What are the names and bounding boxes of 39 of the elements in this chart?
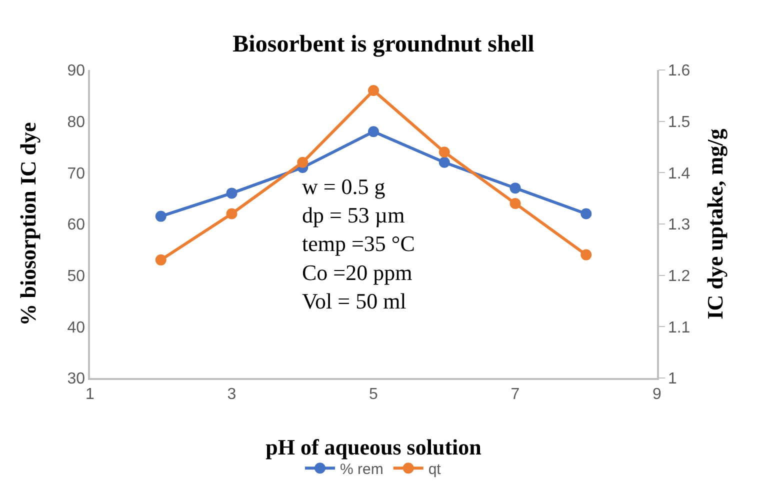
point bbox=[510, 182, 521, 194]
point bbox=[438, 156, 450, 168]
point bbox=[580, 208, 592, 220]
x-axis-title: pH of aqueous solution bbox=[266, 434, 482, 460]
legend-label: % rem bbox=[340, 461, 384, 478]
y2-tick-label: 1.1 bbox=[668, 319, 690, 336]
y-tick-label: 80 bbox=[67, 114, 86, 131]
y-tick-label: 90 bbox=[67, 62, 86, 80]
y-tick-label: 50 bbox=[67, 268, 86, 285]
point bbox=[368, 126, 379, 138]
point bbox=[438, 146, 450, 158]
y-tick-label: 40 bbox=[67, 319, 86, 336]
y2-tick-label: 1.6 bbox=[668, 62, 690, 80]
x-tick-label: 9 bbox=[652, 386, 662, 403]
point bbox=[155, 210, 166, 222]
legend-label: qt bbox=[428, 461, 442, 478]
y2-tick-label: 1.3 bbox=[668, 216, 690, 234]
y-tick-label: 60 bbox=[67, 216, 86, 234]
point bbox=[226, 188, 238, 199]
y-tick-label: 30 bbox=[67, 370, 86, 388]
y2-tick-label: 1.4 bbox=[668, 165, 690, 182]
point bbox=[580, 249, 592, 260]
y-axis-title: % biosorption IC dye bbox=[16, 122, 40, 326]
y2-axis-title: IC dye uptake, mg/g bbox=[702, 128, 728, 320]
y-tick-label: 70 bbox=[67, 165, 86, 182]
x-tick-label: 3 bbox=[227, 386, 236, 403]
x-tick-label: 5 bbox=[369, 386, 378, 403]
chart-title: Biosorbent is groundnut shell bbox=[232, 32, 535, 58]
y2-tick-label: 1.2 bbox=[668, 268, 690, 285]
point bbox=[226, 208, 238, 220]
y2-tick-label: 1.5 bbox=[668, 114, 690, 131]
point bbox=[368, 85, 379, 96]
x-tick-label: 7 bbox=[510, 386, 520, 403]
x-tick-label: 1 bbox=[86, 386, 95, 403]
point bbox=[155, 254, 166, 266]
annotation: w = 0.5 g dp = 53 µm temp =35 °C Co =20 ppm Vol = 50 ml bbox=[302, 174, 415, 314]
point bbox=[297, 156, 308, 168]
y2-tick-label: 1 bbox=[668, 370, 677, 388]
point bbox=[510, 198, 521, 209]
